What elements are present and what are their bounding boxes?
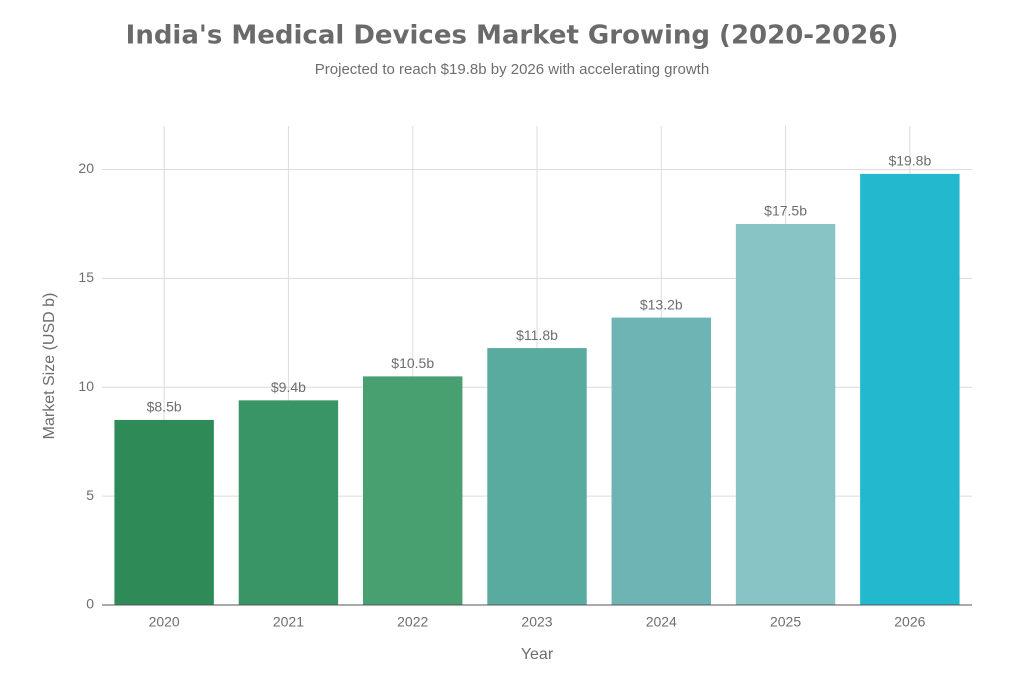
y-tick-label: 0 xyxy=(86,596,94,612)
x-axis-title: Year xyxy=(521,646,554,663)
y-tick-label: 10 xyxy=(78,378,94,394)
x-tick-label: 2026 xyxy=(894,614,925,630)
value-label: $17.5b xyxy=(764,203,807,219)
y-tick-label: 15 xyxy=(78,269,94,285)
x-tick-label: 2025 xyxy=(770,614,801,630)
value-label: $11.8b xyxy=(516,327,558,343)
y-tick-label: 5 xyxy=(86,487,94,503)
chart-title: India's Medical Devices Market Growing (… xyxy=(126,21,899,51)
bar xyxy=(114,419,214,605)
value-label: $13.2b xyxy=(640,296,683,312)
bar xyxy=(735,223,836,605)
x-tick-label: 2021 xyxy=(273,614,304,630)
x-tick-label: 2022 xyxy=(397,614,428,630)
bar xyxy=(611,317,711,605)
x-tick-label: 2020 xyxy=(149,614,180,630)
y-axis-title: Market Size (USD b) xyxy=(41,293,58,440)
value-label: $19.8b xyxy=(888,153,931,169)
value-label: $8.5b xyxy=(147,399,182,415)
value-label: $10.5b xyxy=(391,355,434,371)
chart-subtitle: Projected to reach $19.8b by 2026 with a… xyxy=(315,61,709,78)
bar xyxy=(860,173,960,605)
x-tick-label: 2023 xyxy=(521,614,552,630)
value-label: $9.4b xyxy=(271,379,306,395)
bar xyxy=(363,376,463,605)
bar xyxy=(238,400,339,605)
bar xyxy=(487,348,587,605)
x-tick-label: 2024 xyxy=(646,614,677,630)
y-tick-label: 20 xyxy=(78,160,94,176)
